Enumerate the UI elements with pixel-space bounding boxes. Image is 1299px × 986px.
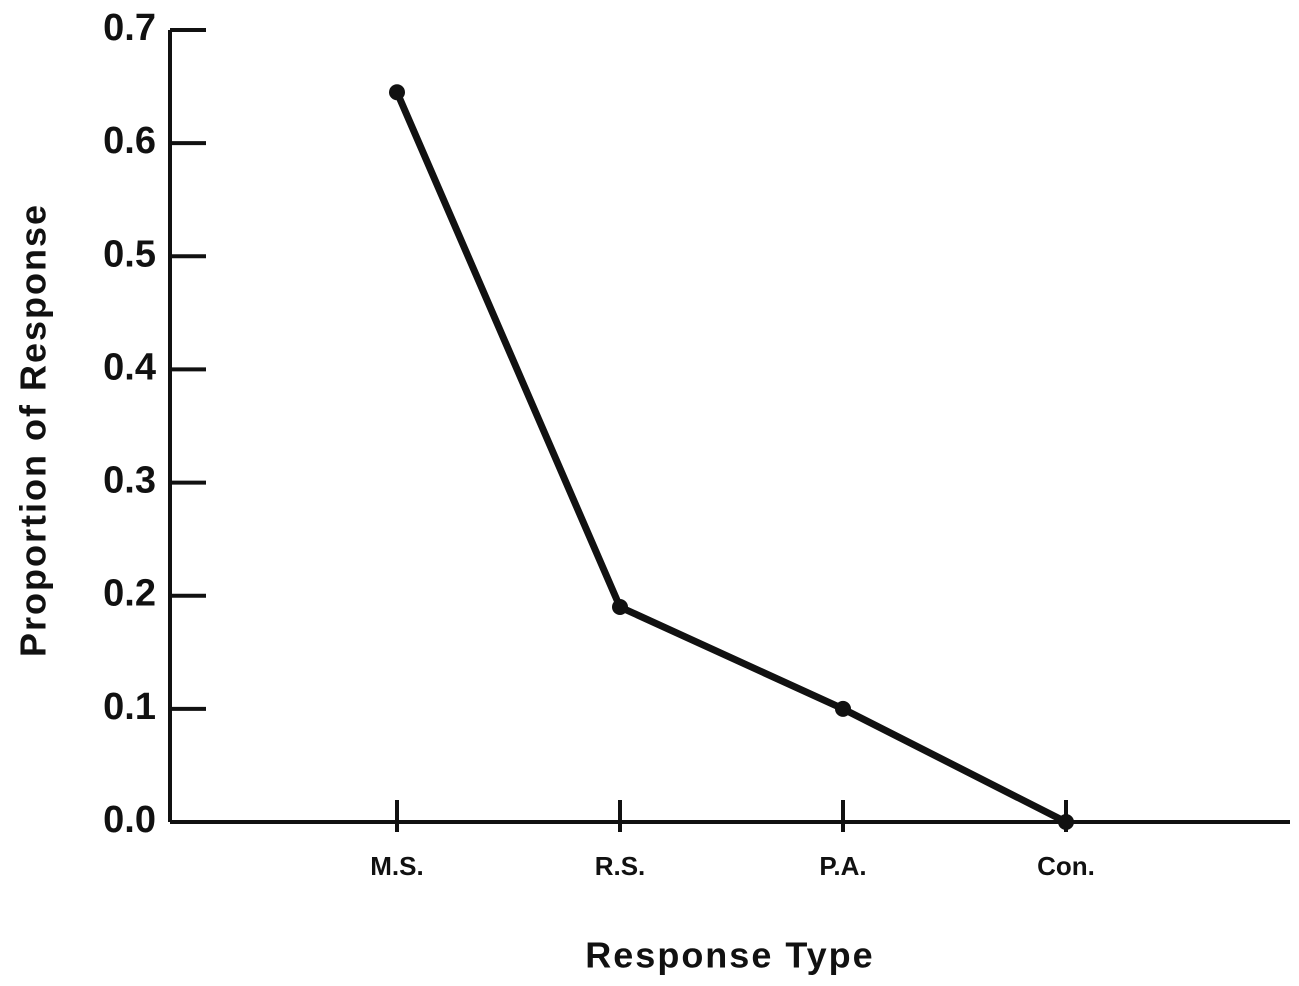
y-tick-label: 0.3 — [103, 460, 156, 502]
y-tick-label: 0.5 — [103, 233, 156, 275]
x-tick-label: R.S. — [595, 851, 646, 881]
x-tick-label: Con. — [1037, 851, 1095, 881]
data-point — [612, 599, 628, 616]
y-tick-label: 0.1 — [103, 686, 156, 728]
y-tick-label: 0.2 — [103, 573, 156, 615]
y-axis-label: Proportion of Response — [13, 203, 54, 657]
data-point — [835, 700, 851, 717]
data-point — [389, 84, 405, 101]
x-tick-label: M.S. — [370, 851, 423, 881]
data-point — [1058, 814, 1074, 830]
data-line — [393, 90, 1068, 826]
y-tick-label: 0.0 — [103, 799, 156, 841]
x-axis-label: Response Type — [585, 935, 874, 976]
x-tick-label: P.A. — [819, 851, 866, 881]
y-tick-label: 0.4 — [103, 346, 156, 388]
y-tick-label: 0.7 — [103, 7, 156, 49]
y-tick-label: 0.6 — [103, 120, 156, 162]
